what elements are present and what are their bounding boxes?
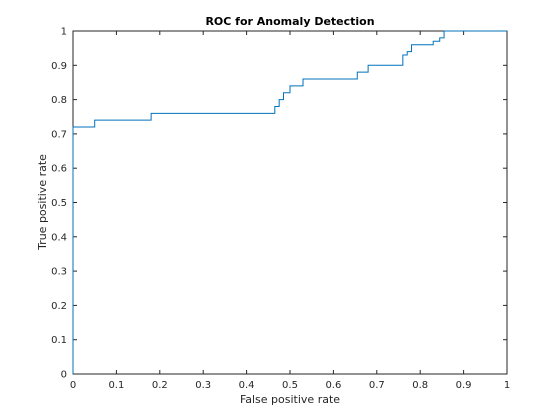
x-tick-label: 0.7	[369, 380, 385, 391]
plot-area: 0 0.1 0.2 0.3 0.4 0.5 0.6 0.7 0.8 0.9 1 0 0.1 0.2 0.3 0…	[51, 27, 510, 392]
y-tick-label: 0.8	[51, 95, 67, 106]
y-tick-label: 0.2	[51, 301, 67, 312]
y-tick-label: 0.5	[51, 198, 67, 209]
x-tick-label: 0.2	[152, 380, 168, 391]
y-tick-label: 0	[61, 370, 67, 381]
y-tick-label: 0.9	[51, 61, 67, 72]
x-tick-label: 0	[70, 380, 76, 391]
roc-curve	[72, 30, 507, 374]
chart-title: ROC for Anomaly Detection	[205, 15, 374, 28]
x-tick-label: 0.9	[456, 380, 472, 391]
y-tick-label: 0.6	[51, 164, 67, 175]
y-tick-label: 1	[61, 27, 67, 38]
plot-frame	[72, 30, 508, 375]
x-tick-label: 0.1	[108, 380, 124, 391]
y-tick-label: 0.1	[51, 335, 67, 346]
x-tick-label: 0.6	[325, 380, 341, 391]
x-tick-label: 0.4	[239, 380, 255, 391]
y-axis-label: True positive rate	[36, 154, 49, 251]
y-tick-label: 0.4	[51, 232, 67, 243]
y-tick-label: 0.3	[51, 267, 67, 278]
x-tick-label: 0.8	[412, 380, 428, 391]
y-tick-label: 0.7	[51, 129, 67, 140]
x-tick-label: 0.5	[282, 380, 298, 391]
x-axis-label: False positive rate	[240, 393, 340, 406]
x-tick-label: 1	[504, 380, 510, 391]
x-tick-label: 0.3	[195, 380, 211, 391]
